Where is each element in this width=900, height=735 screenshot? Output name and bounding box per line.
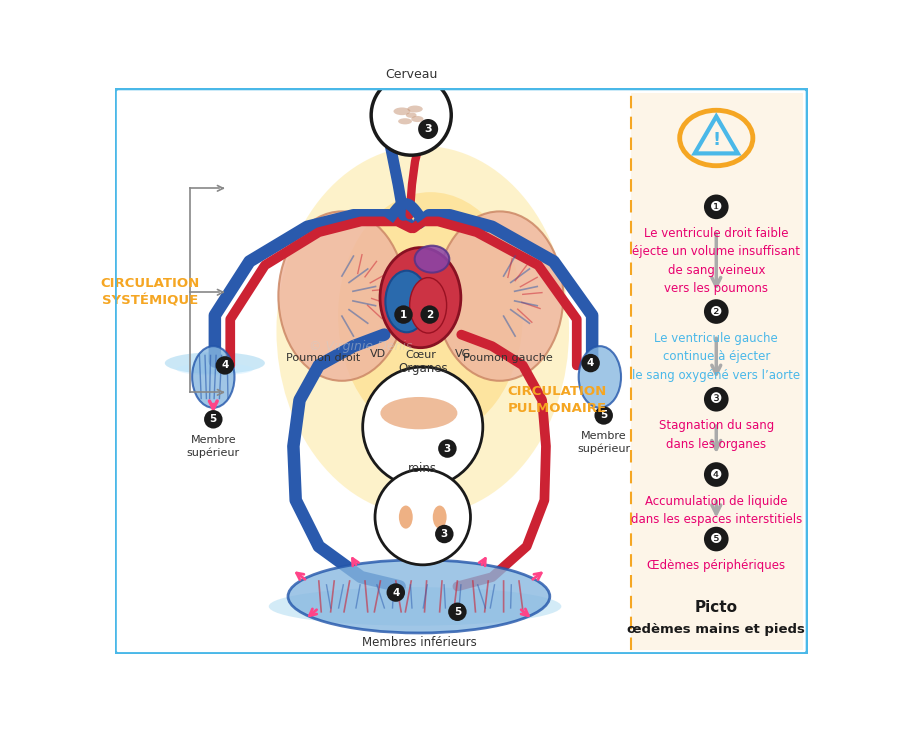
Text: 3: 3 <box>441 529 448 539</box>
Ellipse shape <box>406 112 417 118</box>
Text: Membre
supérieur: Membre supérieur <box>577 431 630 454</box>
Text: Picto: Picto <box>695 600 738 615</box>
Text: 2: 2 <box>426 309 433 320</box>
Text: 4: 4 <box>392 587 400 598</box>
Text: 4: 4 <box>587 358 594 368</box>
Text: Stagnation du sang
dans les organes: Stagnation du sang dans les organes <box>659 419 774 451</box>
Ellipse shape <box>176 363 254 376</box>
Circle shape <box>375 470 471 564</box>
Ellipse shape <box>165 352 265 374</box>
Text: 3: 3 <box>424 124 432 134</box>
Circle shape <box>448 603 466 621</box>
Ellipse shape <box>433 506 446 528</box>
Circle shape <box>704 527 729 551</box>
Text: 5: 5 <box>210 415 217 424</box>
Ellipse shape <box>392 498 419 536</box>
Ellipse shape <box>385 270 428 332</box>
Ellipse shape <box>381 397 457 429</box>
Text: Accumulation de liquide
dans les espaces interstitiels: Accumulation de liquide dans les espaces… <box>631 495 802 526</box>
Text: 4: 4 <box>221 360 229 370</box>
Circle shape <box>216 356 234 375</box>
Ellipse shape <box>408 106 423 112</box>
Text: reins: reins <box>409 462 437 475</box>
Circle shape <box>704 387 729 412</box>
Circle shape <box>204 410 222 429</box>
Circle shape <box>371 75 451 155</box>
Circle shape <box>420 305 439 324</box>
Ellipse shape <box>398 118 412 124</box>
Circle shape <box>704 299 729 324</box>
Text: VG: VG <box>454 349 471 359</box>
Text: Membres inférieurs: Membres inférieurs <box>362 636 476 649</box>
Bar <box>631 93 803 650</box>
Text: 5: 5 <box>600 410 608 420</box>
Circle shape <box>387 584 405 602</box>
Ellipse shape <box>399 506 413 528</box>
Ellipse shape <box>436 212 563 381</box>
Text: œdèmes mains et pieds: œdèmes mains et pieds <box>627 623 806 636</box>
Circle shape <box>704 195 729 219</box>
Text: Cœur: Cœur <box>405 351 436 360</box>
Text: ❷: ❷ <box>710 304 723 318</box>
Circle shape <box>595 406 613 425</box>
Bar <box>120 93 631 650</box>
Text: 3: 3 <box>444 443 451 453</box>
Ellipse shape <box>579 346 621 408</box>
Circle shape <box>438 440 456 458</box>
Ellipse shape <box>427 498 454 536</box>
Text: ❸: ❸ <box>710 392 723 406</box>
Ellipse shape <box>411 116 424 122</box>
Ellipse shape <box>373 394 465 467</box>
Text: Œdèmes périphériques: Œdèmes périphériques <box>647 559 786 572</box>
Ellipse shape <box>380 248 461 348</box>
Text: 5: 5 <box>454 607 461 617</box>
Circle shape <box>418 119 438 139</box>
Text: ❹: ❹ <box>710 467 723 481</box>
Text: CIRCULATION
SYSTÉMIQUE: CIRCULATION SYSTÉMIQUE <box>101 277 200 307</box>
Text: 1: 1 <box>400 309 407 320</box>
Ellipse shape <box>288 560 550 633</box>
Ellipse shape <box>276 146 569 515</box>
Circle shape <box>394 305 413 324</box>
Ellipse shape <box>278 212 405 381</box>
Text: Poumon droit: Poumon droit <box>285 353 360 362</box>
Text: VD: VD <box>370 349 386 359</box>
Text: Le ventricule droit faible
éjecte un volume insuffisant
de sang veineux
vers les: Le ventricule droit faible éjecte un vol… <box>633 227 800 295</box>
Ellipse shape <box>269 587 562 625</box>
Ellipse shape <box>410 278 446 333</box>
Text: CIRCULATION
PULMONAIRE: CIRCULATION PULMONAIRE <box>508 385 608 415</box>
Circle shape <box>363 367 482 487</box>
Text: © Virginie Denis: © Virginie Denis <box>310 340 413 353</box>
Ellipse shape <box>415 245 449 273</box>
Circle shape <box>581 354 599 373</box>
Text: ❺: ❺ <box>710 532 723 546</box>
Ellipse shape <box>192 346 235 408</box>
Text: ❶: ❶ <box>710 200 723 214</box>
Text: Membre
supérieur: Membre supérieur <box>186 434 240 458</box>
Text: Organes: Organes <box>398 362 447 375</box>
Ellipse shape <box>378 89 441 144</box>
Text: Le ventricule gauche
continue à éjecter
le sang oxygéné vers l’aorte: Le ventricule gauche continue à éjecter … <box>632 331 800 381</box>
Ellipse shape <box>393 107 410 115</box>
Circle shape <box>704 462 729 487</box>
Text: Cerveau: Cerveau <box>385 68 437 82</box>
Ellipse shape <box>338 192 523 439</box>
Text: Poumon gauche: Poumon gauche <box>463 353 553 362</box>
Circle shape <box>435 525 454 543</box>
Text: !: ! <box>712 131 720 148</box>
